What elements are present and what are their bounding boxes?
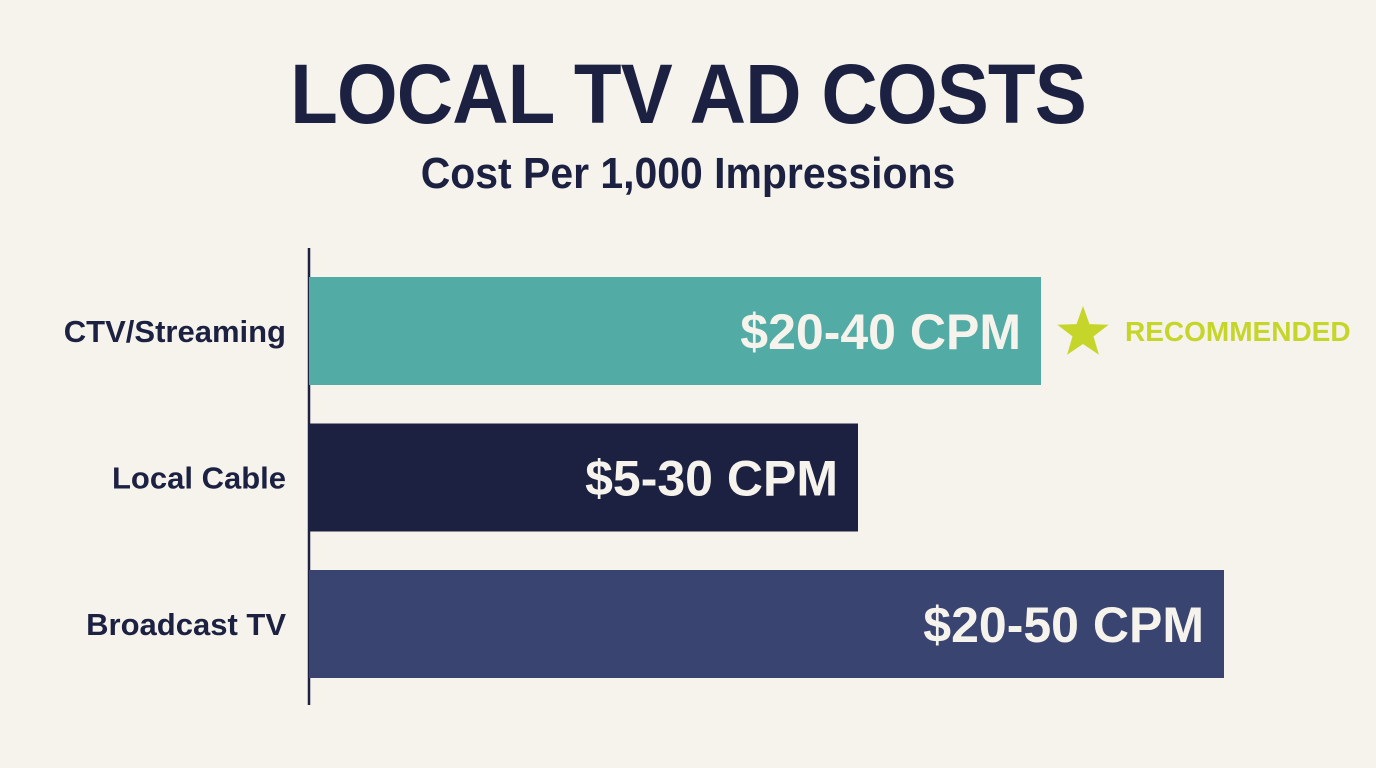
value-label-2: $5-30 CPM xyxy=(585,451,838,507)
bar-1 xyxy=(309,277,1041,385)
value-label-3: $20-50 CPM xyxy=(923,597,1204,653)
value-label-1: $20-40 CPM xyxy=(740,304,1021,360)
chart-subtitle: Cost Per 1,000 Impressions xyxy=(420,149,956,198)
chart-title: LOCAL TV AD COSTS xyxy=(290,47,1087,141)
category-label-1: CTV/Streaming xyxy=(64,314,286,349)
category-label-2: Local Cable xyxy=(112,461,286,496)
recommended-label: RECOMMENDED xyxy=(1125,316,1351,347)
category-label-3: Broadcast TV xyxy=(86,607,286,642)
bars-group: CTV/Streaming $20-40 CPM RECOMMENDED Local … xyxy=(64,277,1351,678)
bar-2 xyxy=(309,423,858,532)
bar-3 xyxy=(309,570,1224,678)
star-icon xyxy=(1057,306,1109,355)
